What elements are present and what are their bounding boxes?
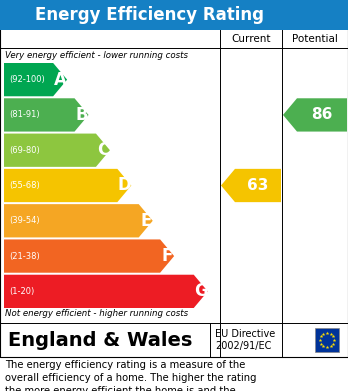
Polygon shape [4,239,174,273]
Polygon shape [4,169,131,202]
Text: C: C [97,141,109,159]
Text: (55-68): (55-68) [9,181,40,190]
Polygon shape [4,134,110,167]
Text: E: E [140,212,151,230]
Text: (39-54): (39-54) [9,216,40,225]
Text: Energy Efficiency Rating: Energy Efficiency Rating [35,6,264,24]
Text: (21-38): (21-38) [9,251,40,260]
Polygon shape [4,275,208,308]
Text: (92-100): (92-100) [9,75,45,84]
Text: The energy efficiency rating is a measure of the
overall efficiency of a home. T: The energy efficiency rating is a measur… [5,360,256,391]
Text: Not energy efficient - higher running costs: Not energy efficient - higher running co… [5,309,188,318]
Bar [315,328,339,352]
Bar [0,0,348,30]
Text: Very energy efficient - lower running costs: Very energy efficient - lower running co… [5,51,188,60]
Polygon shape [4,98,88,131]
Text: Current: Current [231,34,271,44]
Text: (69-80): (69-80) [9,146,40,155]
Polygon shape [283,98,347,131]
Polygon shape [4,204,153,237]
Text: England & Wales: England & Wales [8,330,192,350]
Text: (1-20): (1-20) [9,287,34,296]
Text: 63: 63 [247,178,269,193]
Polygon shape [4,63,67,96]
Text: D: D [118,176,131,194]
Text: B: B [75,106,88,124]
Text: A: A [54,71,66,89]
Text: G: G [194,282,208,300]
Bar [0,0,348,30]
Text: 2002/91/EC: 2002/91/EC [215,341,271,351]
Text: Potential: Potential [292,34,338,44]
Text: Energy Efficiency Rating: Energy Efficiency Rating [35,6,264,24]
Text: 86: 86 [311,108,333,122]
Text: (81-91): (81-91) [9,110,40,119]
Text: F: F [161,247,173,265]
Text: EU Directive: EU Directive [215,329,275,339]
Polygon shape [221,169,281,202]
